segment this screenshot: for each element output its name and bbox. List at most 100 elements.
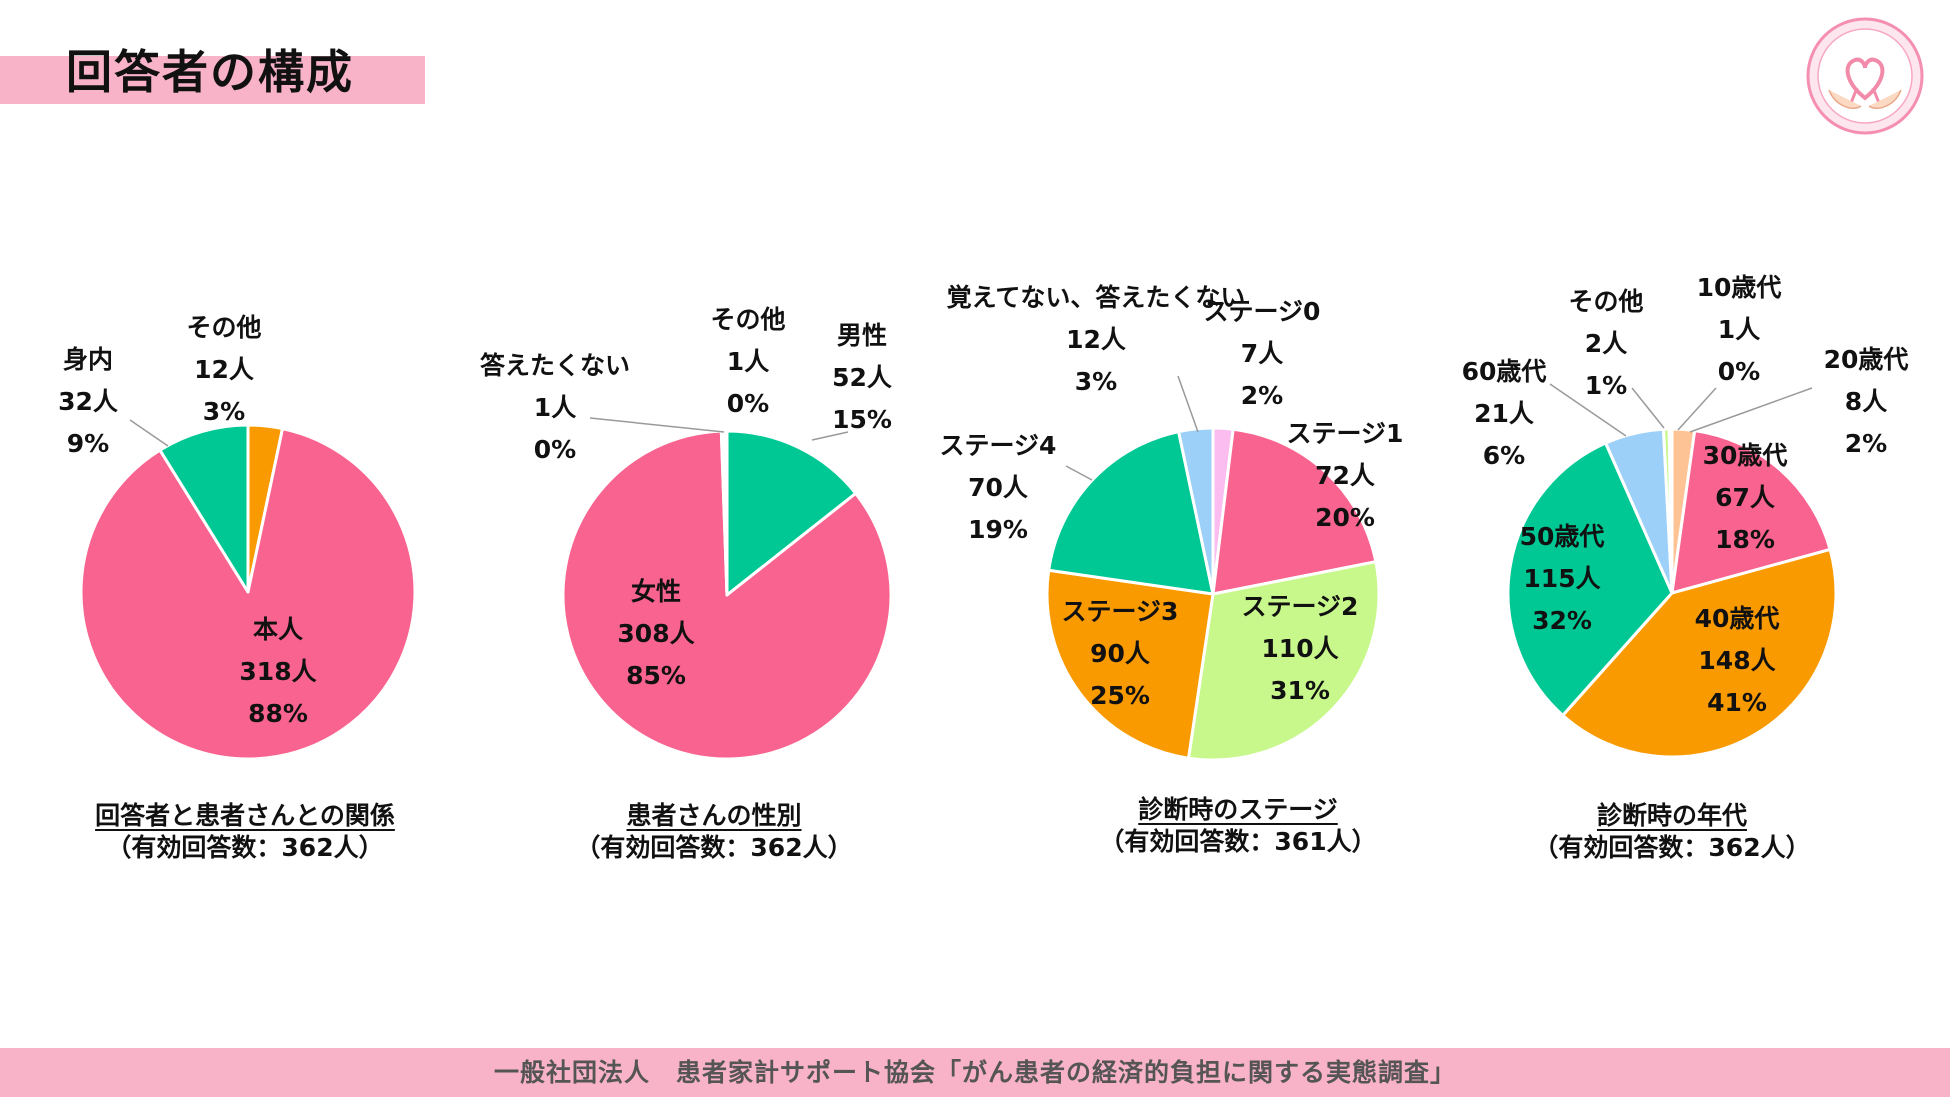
pie-4-data-label-5-line-3: 6% xyxy=(1483,441,1525,470)
pie-2-data-label-4: その他 1人 0% xyxy=(710,305,785,418)
pie-3-data-label-4-line-3: 25% xyxy=(1090,681,1150,710)
pie-3-data-label-6-line-3: 3% xyxy=(1075,367,1117,396)
pie-4-data-label-3: 40歳代 148人 41% xyxy=(1695,604,1780,717)
pie-2-data-label-2-line-3: 85% xyxy=(626,661,686,690)
pie-4-data-label-7-line-2: 1人 xyxy=(1718,315,1760,344)
pie-4-data-label-2-line-3: 18% xyxy=(1715,525,1775,554)
pie-4-data-label-3-line-3: 41% xyxy=(1707,688,1767,717)
pie-4-leader-5 xyxy=(1549,383,1627,437)
pie-2-data-label-1-line-2: 52人 xyxy=(832,363,892,392)
pie-2-leader-3 xyxy=(589,417,725,433)
pie-3-data-label-2-line-2: 72人 xyxy=(1315,461,1375,490)
pie-3-data-label-1-line-3: 2% xyxy=(1241,381,1283,410)
pie-3-data-label-1-line-2: 7人 xyxy=(1241,339,1283,368)
chart-3-subtitle: （有効回答数：361人） xyxy=(1099,827,1377,856)
pie-4-leader-1 xyxy=(1689,387,1813,433)
pie-4-data-label-1: 20歳代 8人 2% xyxy=(1824,345,1909,458)
pie-1-leader-3 xyxy=(129,419,169,447)
pie-1-data-label-3-line-1: 身内 xyxy=(63,345,113,374)
pie-4-data-label-6-line-3: 1% xyxy=(1585,371,1627,400)
pie-3-data-label-3-line-1: ステージ2 xyxy=(1242,592,1359,621)
pie-4-data-label-2: 30歳代 67人 18% xyxy=(1703,441,1788,554)
pie-1-data-label-1: その他 12人 3% xyxy=(186,313,261,426)
pie-3-leader-6 xyxy=(1177,375,1199,433)
pie-3-leader-5 xyxy=(1065,465,1093,481)
pie-4-data-label-7-line-3: 0% xyxy=(1718,357,1760,386)
pie-3-data-label-3-line-2: 110人 xyxy=(1261,634,1338,663)
pie-3-data-label-5: ステージ4 70人 19% xyxy=(940,431,1057,544)
pie-4-data-label-1-line-1: 20歳代 xyxy=(1824,345,1909,374)
page-title: 回答者の構成 xyxy=(66,45,354,99)
pie-4-leader-6 xyxy=(1631,387,1665,429)
pie-3-data-label-2-line-1: ステージ1 xyxy=(1287,419,1404,448)
pie-4-data-label-7: 10歳代 1人 0% xyxy=(1697,273,1782,386)
pie-4-rim xyxy=(1507,428,1837,758)
pie-1-data-label-3-line-2: 32人 xyxy=(58,387,118,416)
pie-4-data-label-2-line-1: 30歳代 xyxy=(1703,441,1788,470)
pie-4-data-label-5-line-2: 21人 xyxy=(1474,399,1534,428)
pie-3-data-label-6-line-1: 覚えてない、答えたくない xyxy=(947,283,1246,312)
pie-3-data-label-4-line-1: ステージ3 xyxy=(1062,597,1179,626)
pie-3-data-label-2-line-3: 20% xyxy=(1315,503,1375,532)
pie-4-data-label-4: 50歳代 115人 32% xyxy=(1520,522,1605,635)
chart-1-caption: 回答者と患者さんとの関係 （有効回答数：362人） xyxy=(15,800,475,864)
pie-2-data-label-2: 女性 308人 85% xyxy=(617,577,694,690)
pie-3-data-label-2: ステージ1 72人 20% xyxy=(1287,419,1404,532)
pie-3-data-label-3-line-3: 31% xyxy=(1270,676,1330,705)
pie-3-data-label-3: ステージ2 110人 31% xyxy=(1242,592,1359,705)
pie-4-data-label-6-line-1: その他 xyxy=(1568,287,1643,316)
pie-2-data-label-3-line-2: 1人 xyxy=(534,393,576,422)
pie-4-data-label-3-line-2: 148人 xyxy=(1698,646,1775,675)
pie-3-data-label-4: ステージ3 90人 25% xyxy=(1062,597,1179,710)
pie-4-data-label-5-line-1: 60歳代 xyxy=(1462,357,1547,386)
pie-4-data-label-2-line-2: 67人 xyxy=(1715,483,1775,512)
pie-1-data-label-3-line-3: 9% xyxy=(67,429,109,458)
pie-2-data-label-4-line-1: その他 xyxy=(710,305,785,334)
pie-3-data-label-6: 覚えてない、答えたくない 12人 3% xyxy=(947,283,1246,396)
pie-2-data-label-4-line-3: 0% xyxy=(727,389,769,418)
chart-1-subtitle: （有効回答数：362人） xyxy=(106,833,384,862)
chart-3-caption: 診断時のステージ （有効回答数：361人） xyxy=(1008,794,1468,858)
pie-1-rim xyxy=(80,424,416,760)
pie-2-data-label-3-line-3: 0% xyxy=(534,435,576,464)
pie-2-data-label-3: 答えたくない 1人 0% xyxy=(480,351,630,464)
association-logo xyxy=(1806,17,1924,135)
pie-1-data-label-3: 身内 32人 9% xyxy=(58,345,118,458)
pie-1-data-label-1-line-2: 12人 xyxy=(194,355,254,384)
chart-2-title: 患者さんの性別 xyxy=(626,801,802,830)
pie-2-data-label-1-line-3: 15% xyxy=(832,405,892,434)
chart-4-title: 診断時の年代 xyxy=(1596,801,1747,830)
pie-4-data-label-3-line-1: 40歳代 xyxy=(1695,604,1780,633)
pie-4-data-label-4-line-3: 32% xyxy=(1532,606,1592,635)
chart-2-caption: 患者さんの性別 （有効回答数：362人） xyxy=(484,800,944,864)
pie-3-data-label-5-line-1: ステージ4 xyxy=(940,431,1057,460)
pie-4-leader-7 xyxy=(1677,387,1717,431)
pie-2-leader-1 xyxy=(811,431,849,441)
pie-3-data-label-4-line-2: 90人 xyxy=(1090,639,1150,668)
pie-1-data-label-2: 本人 318人 88% xyxy=(239,615,316,728)
pie-2-data-label-2-line-2: 308人 xyxy=(617,619,694,648)
chart-4-subtitle: （有効回答数：362人） xyxy=(1533,833,1811,862)
pie-3-data-label-1-line-1: ステージ0 xyxy=(1204,297,1321,326)
footer-banner: 一般社団法人 患者家計サポート協会「がん患者の経済的負担に関する実態調査」 xyxy=(0,1048,1950,1097)
pie-4-data-label-1-line-2: 8人 xyxy=(1845,387,1887,416)
pie-3-data-label-6-line-2: 12人 xyxy=(1066,325,1126,354)
pie-4-data-label-5: 60歳代 21人 6% xyxy=(1462,357,1547,470)
chart-3-title: 診断時のステージ xyxy=(1138,795,1338,824)
title-band xyxy=(0,56,425,104)
pie-4-data-label-6-line-2: 2人 xyxy=(1585,329,1627,358)
pie-1-data-label-2-line-2: 318人 xyxy=(239,657,316,686)
pie-2-data-label-3-line-1: 答えたくない xyxy=(480,351,630,380)
pie-4-data-label-4-line-2: 115人 xyxy=(1523,564,1600,593)
pie-1-data-label-1-line-1: その他 xyxy=(186,313,261,342)
pie-2-data-label-2-line-1: 女性 xyxy=(631,577,681,606)
pie-4-data-label-4-line-1: 50歳代 xyxy=(1520,522,1605,551)
pie-1-data-label-2-line-3: 88% xyxy=(248,699,308,728)
chart-2-subtitle: （有効回答数：362人） xyxy=(575,833,853,862)
pie-1-data-label-2-line-1: 本人 xyxy=(253,615,303,644)
pie-2-data-label-1-line-1: 男性 xyxy=(837,321,887,350)
pie-3-data-label-1: ステージ0 7人 2% xyxy=(1204,297,1321,410)
pie-4-data-label-6: その他 2人 1% xyxy=(1568,287,1643,400)
chart-1-title: 回答者と患者さんとの関係 xyxy=(95,801,395,830)
